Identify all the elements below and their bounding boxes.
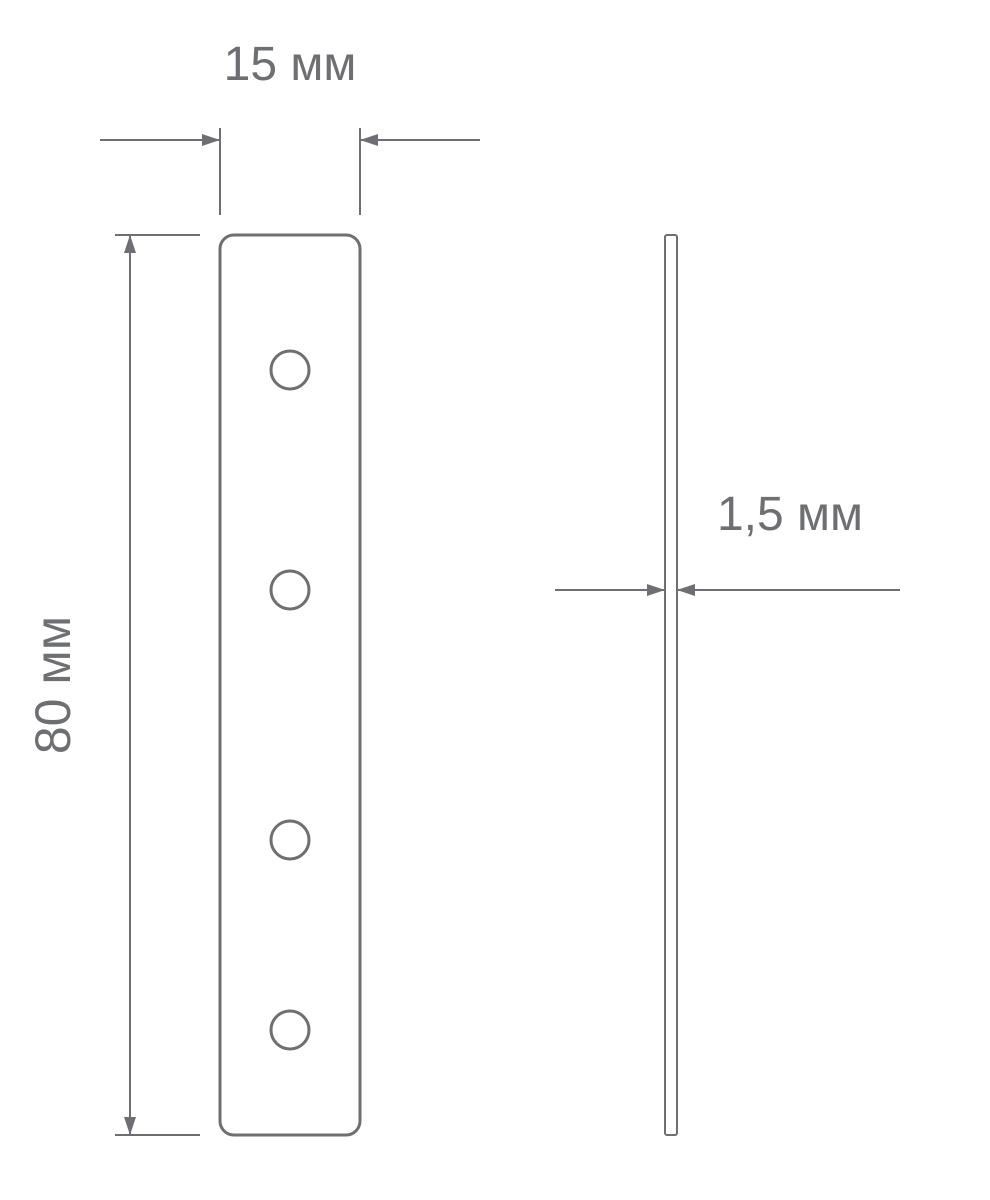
dimension-height-label: 80 мм	[25, 616, 81, 754]
dimension-thickness-label: 1,5 мм	[717, 488, 863, 541]
dimension-width-label: 15 мм	[224, 38, 357, 91]
plate-front-view	[220, 235, 360, 1135]
plate-side-view	[665, 235, 677, 1135]
technical-drawing: 15 мм 80 мм 1,5 мм	[0, 0, 990, 1200]
